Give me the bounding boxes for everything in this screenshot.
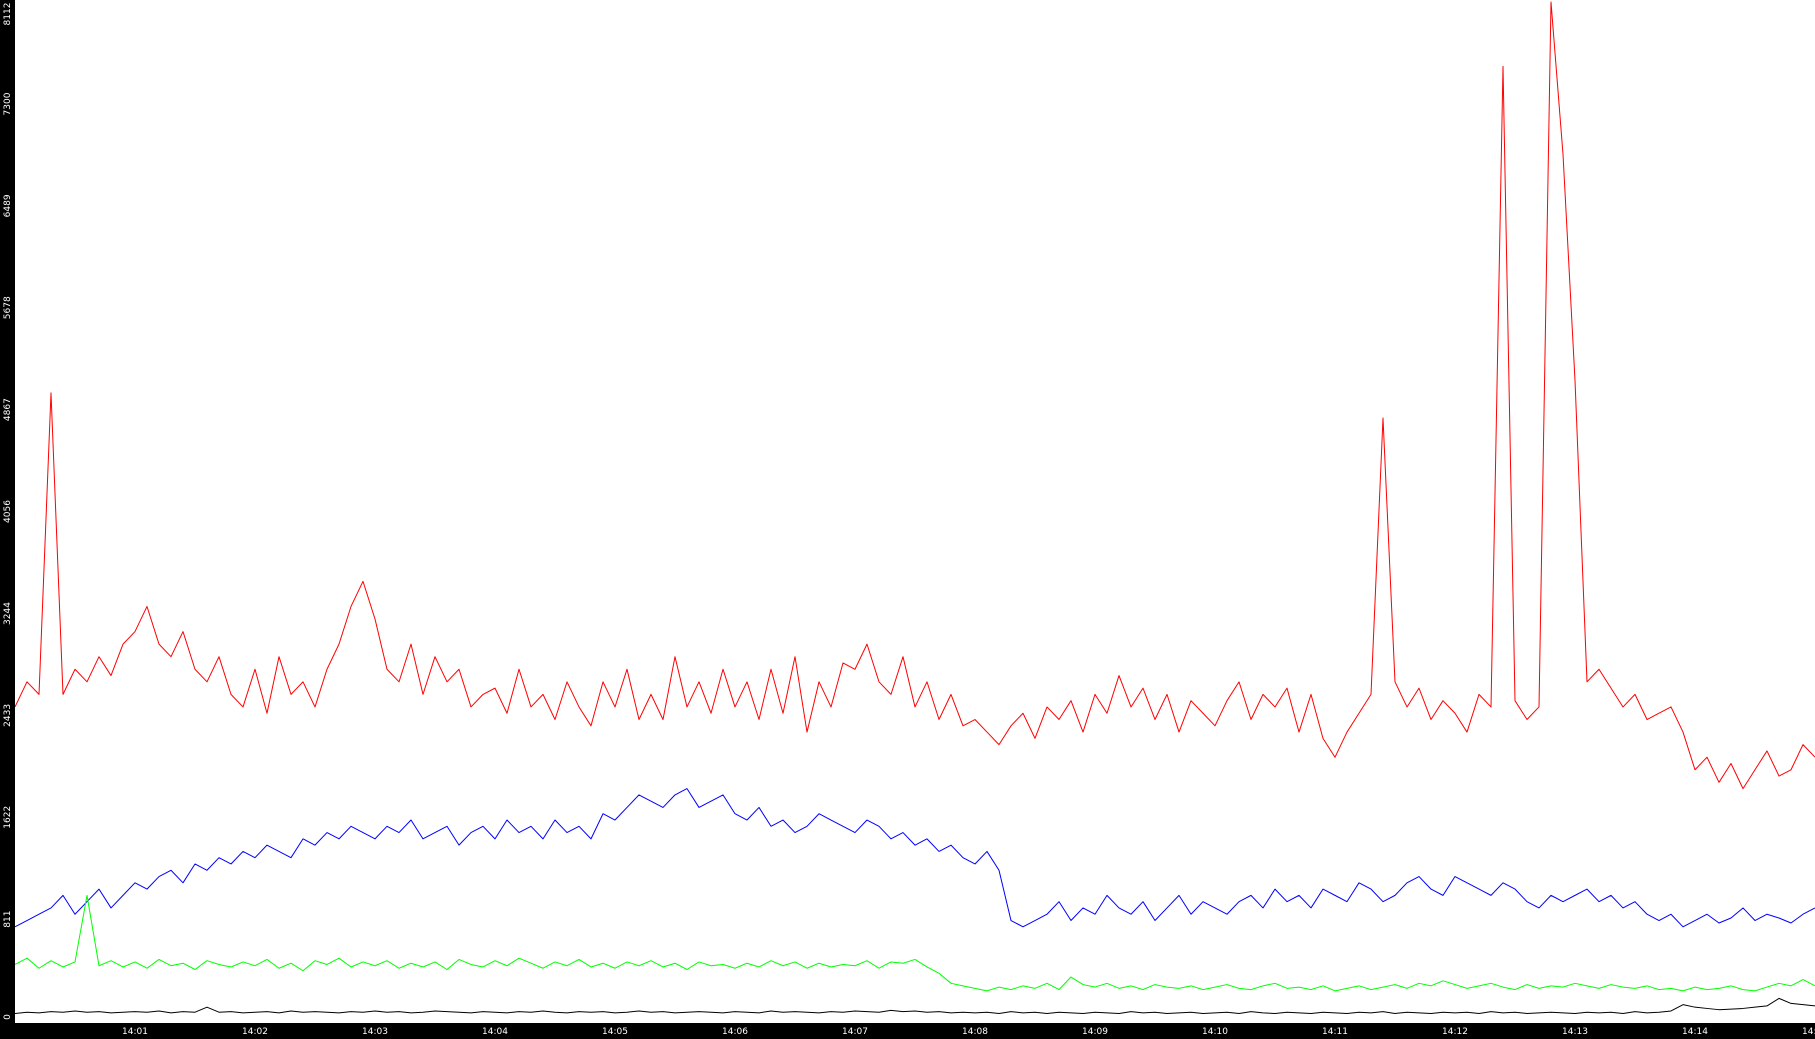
x-tick-label: 14:14 — [1682, 1027, 1708, 1037]
series-line — [15, 997, 1815, 1014]
plot-area — [15, 1, 1815, 1014]
y-tick-label: 1622 — [3, 806, 13, 829]
x-tick-label: 14:07 — [842, 1027, 868, 1037]
x-tick-label: 14:10 — [1202, 1027, 1228, 1037]
y-tick-label: 3244 — [3, 602, 13, 625]
series-line — [15, 788, 1815, 928]
y-axis-strip — [0, 0, 15, 1039]
y-tick-label: 5678 — [3, 296, 13, 319]
series-line — [15, 1, 1815, 790]
y-tick-label: 811 — [3, 911, 13, 928]
x-tick-label: 14:15 — [1802, 1027, 1815, 1037]
y-tick-label: 4867 — [3, 398, 13, 421]
axes: 0 811 1622 2433 3244 4056 4867 5678 6489 7300 8112… — [3, 3, 1815, 1037]
y-tick-label: 7300 — [3, 92, 13, 115]
x-tick-label: 14:01 — [122, 1027, 148, 1037]
x-axis-strip — [0, 1023, 1815, 1039]
y-tick-label: 6489 — [3, 194, 13, 217]
x-tick-label: 14:12 — [1442, 1027, 1468, 1037]
x-tick-label: 14:09 — [1082, 1027, 1108, 1037]
x-tick-label: 14:13 — [1562, 1027, 1588, 1037]
y-tick-label: 2433 — [3, 704, 13, 727]
series-line — [15, 894, 1815, 992]
y-tick-label: 0 — [3, 1014, 13, 1020]
x-tick-label: 14:02 — [242, 1027, 268, 1037]
y-tick-label: 4056 — [3, 500, 13, 523]
y-tick-label: 8112 — [3, 3, 13, 26]
x-tick-label: 14:11 — [1322, 1027, 1348, 1037]
x-tick-label: 14:05 — [602, 1027, 628, 1037]
x-tick-label: 14:08 — [962, 1027, 988, 1037]
x-tick-label: 14:04 — [482, 1027, 508, 1037]
x-tick-label: 14:03 — [362, 1027, 388, 1037]
x-tick-label: 14:06 — [722, 1027, 748, 1037]
